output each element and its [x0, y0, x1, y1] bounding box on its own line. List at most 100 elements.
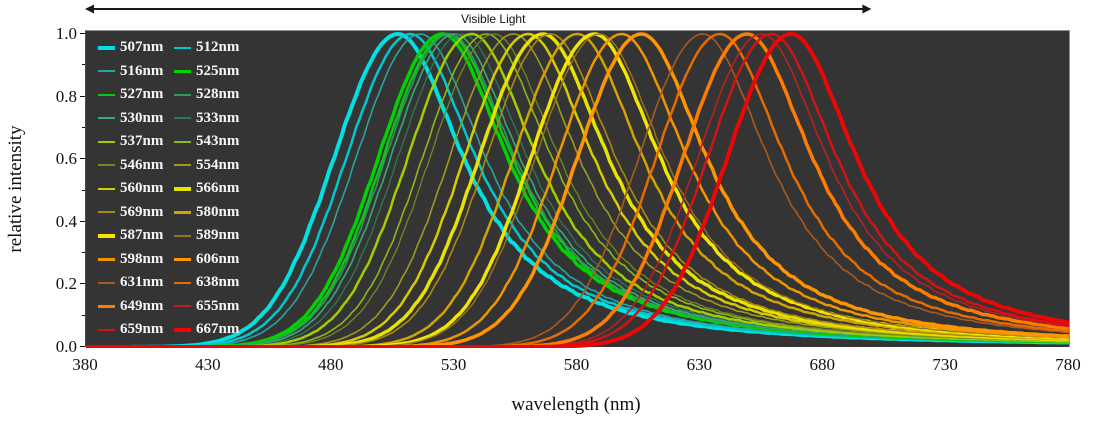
legend-item-655: 655nm — [174, 297, 250, 314]
legend-swatch — [98, 328, 115, 331]
y-tick-mark — [80, 283, 85, 285]
y-axis-title: relative intensity — [5, 125, 26, 253]
y-tick-mark — [80, 220, 85, 222]
legend-swatch — [174, 69, 191, 73]
legend-item-516: 516nm — [98, 62, 174, 79]
legend-item-580: 580nm — [174, 203, 250, 220]
x-tick-label-430: 430 — [195, 355, 221, 374]
legend-swatch — [98, 93, 115, 96]
x-tick-label-380: 380 — [72, 355, 98, 374]
y-tick-label-0.0: 0.0 — [55, 337, 77, 356]
spectrum-curve-667 — [86, 32, 1069, 348]
legend-swatch — [174, 327, 191, 332]
legend-swatch — [174, 140, 191, 143]
legend-swatch — [98, 258, 115, 261]
legend-item-525: 525nm — [174, 62, 250, 79]
legend-swatch — [98, 234, 115, 238]
legend-label: 655nm — [196, 297, 240, 314]
legend-label: 527nm — [120, 86, 164, 103]
legend-item-638: 638nm — [174, 275, 250, 290]
y-tick-label-0.2: 0.2 — [55, 274, 77, 294]
y-tick-label-0.8: 0.8 — [55, 86, 77, 106]
legend-label: 587nm — [120, 227, 164, 244]
legend-label: 659nm — [120, 321, 164, 338]
x-tick-label-680: 680 — [809, 355, 836, 374]
legend-item-512: 512nm — [174, 40, 250, 55]
legend-label: 516nm — [120, 62, 164, 79]
y-tick-mark — [82, 126, 85, 128]
x-tick-label-480: 480 — [318, 355, 344, 374]
legend-label: 589nm — [196, 227, 240, 244]
legend-swatch — [174, 257, 191, 261]
plot-area: 507nm 512nm 516nm 525nm 527nm 528nm 530nm 533nm… — [85, 30, 1070, 348]
x-tick-label-730: 730 — [932, 355, 958, 374]
arrow-head — [85, 4, 94, 14]
legend-item-527: 527nm — [98, 87, 174, 102]
legend-item-537: 537nm — [98, 134, 174, 149]
legend-swatch — [174, 211, 191, 214]
legend-swatch — [174, 93, 191, 96]
legend-swatch — [174, 234, 191, 237]
legend-item-507: 507nm — [98, 40, 174, 55]
legend-label: 507nm — [120, 39, 164, 56]
legend-swatch — [174, 164, 191, 167]
legend-label: 606nm — [196, 250, 240, 267]
legend-item-533: 533nm — [174, 109, 250, 126]
legend-item-606: 606nm — [174, 250, 250, 267]
legend-item-543: 543nm — [174, 134, 250, 149]
legend-label: 525nm — [196, 62, 240, 79]
legend-label: 537nm — [120, 133, 164, 150]
legend-item-566: 566nm — [174, 181, 250, 196]
legend-swatch — [174, 117, 191, 120]
y-tick-mark — [80, 33, 85, 34]
legend-label: 667nm — [196, 321, 240, 338]
legend-label: 566nm — [196, 180, 240, 197]
legend-item-530: 530nm — [98, 109, 174, 126]
legend-label: 533nm — [196, 109, 240, 126]
visible-light-label: Visible Light — [460, 12, 526, 26]
legend-swatch — [98, 117, 115, 120]
y-tick-mark — [82, 64, 85, 66]
legend-swatch — [174, 46, 191, 49]
y-tick-mark — [82, 252, 85, 254]
legend-swatch — [98, 164, 115, 167]
legend-label: 569nm — [120, 203, 164, 220]
spectra-curves — [86, 32, 1069, 348]
legend-item-528: 528nm — [174, 87, 250, 102]
legend-item-659: 659nm — [98, 322, 174, 337]
legend-label: 580nm — [196, 203, 240, 220]
legend-item-589: 589nm — [174, 228, 250, 243]
y-tick-mark — [80, 158, 85, 160]
y-tick-mark — [80, 346, 85, 347]
legend-label: 530nm — [120, 109, 164, 126]
legend-swatch — [98, 211, 115, 214]
legend-swatch — [174, 305, 191, 308]
legend-swatch — [98, 45, 115, 50]
y-tick-mark — [82, 314, 85, 316]
legend-label: 543nm — [196, 133, 240, 150]
legend-swatch — [174, 187, 191, 191]
y-tick-mark — [80, 95, 85, 97]
legend-swatch — [98, 187, 115, 190]
y-tick-label-1.0: 1.0 — [55, 24, 77, 43]
legend-swatch — [174, 281, 191, 284]
legend-swatch — [98, 140, 115, 143]
legend-label: 598nm — [120, 250, 164, 267]
legend-label: 528nm — [196, 86, 240, 103]
legend-item-598: 598nm — [98, 250, 174, 267]
y-tick-label-0.4: 0.4 — [55, 211, 77, 231]
legend-item-546: 546nm — [98, 157, 174, 173]
legend-item-631: 631nm — [98, 275, 174, 290]
x-tick-label-530: 530 — [440, 355, 467, 374]
legend: 507nm 512nm 516nm 525nm 527nm 528nm 530nm 533nm… — [98, 36, 250, 342]
x-tick-label-630: 630 — [686, 355, 713, 374]
legend-label: 554nm — [196, 156, 240, 173]
legend-item-667: 667nm — [174, 322, 250, 337]
x-tick-label-580: 580 — [563, 355, 590, 374]
legend-swatch — [98, 70, 115, 73]
x-tick-label-780: 780 — [1055, 355, 1081, 374]
legend-item-560: 560nm — [98, 181, 174, 196]
legend-item-649: 649nm — [98, 298, 174, 314]
legend-item-569: 569nm — [98, 203, 174, 220]
x-axis-title: wavelength (nm) — [511, 394, 641, 415]
